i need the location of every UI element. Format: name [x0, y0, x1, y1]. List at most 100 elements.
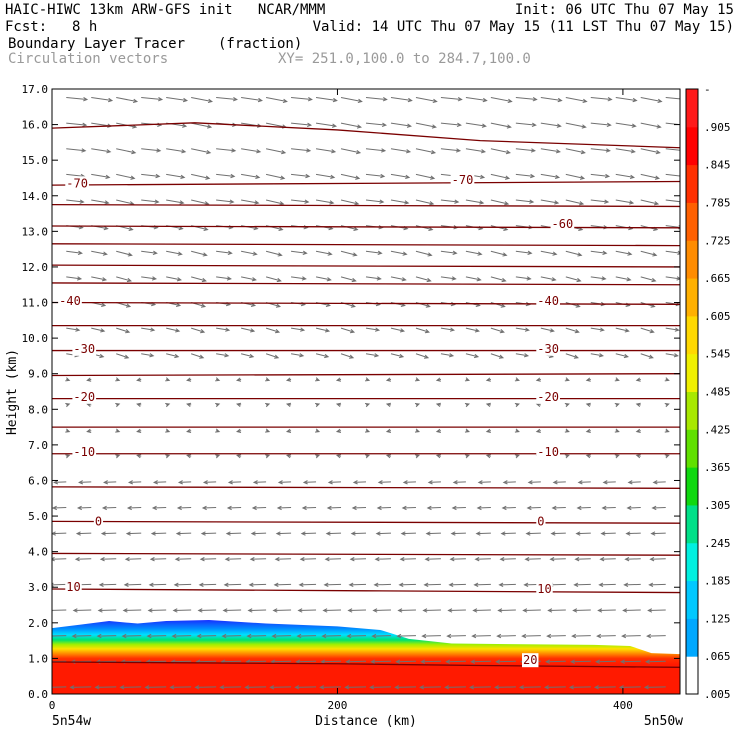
circulation-vector — [127, 480, 142, 485]
circulation-vector — [564, 403, 570, 408]
circulation-vector — [577, 480, 591, 485]
circulation-vector — [465, 148, 487, 154]
circulation-vector — [545, 659, 566, 664]
temperature-contour — [52, 552, 680, 556]
circulation-vector — [402, 480, 416, 485]
contour-label: -70 — [452, 173, 474, 187]
circulation-vector — [446, 633, 466, 639]
circulation-vector — [490, 327, 505, 334]
circulation-vector — [465, 327, 480, 333]
circulation-vector — [414, 403, 421, 408]
colorbar-swatch — [686, 391, 698, 430]
circulation-vector — [299, 556, 317, 562]
circulation-vector — [665, 353, 679, 358]
circulation-vector — [420, 659, 441, 664]
circulation-vector — [325, 531, 342, 536]
circulation-vector — [472, 608, 491, 613]
circulation-vector — [98, 582, 117, 587]
circulation-vector — [166, 199, 185, 205]
circulation-vector — [415, 97, 438, 104]
circulation-vector — [571, 633, 591, 639]
circulation-vector — [322, 608, 342, 613]
circulation-vector — [221, 633, 242, 639]
circulation-vector — [198, 582, 217, 587]
circulation-vector — [116, 250, 133, 257]
circulation-vector — [540, 122, 562, 128]
circulation-vector — [53, 480, 67, 485]
contour-label: -30 — [537, 342, 559, 356]
contour-label-background — [93, 514, 104, 529]
circulation-vector — [285, 377, 292, 382]
circulation-vector — [440, 327, 456, 332]
circulation-vector — [66, 250, 83, 256]
circulation-vector — [66, 97, 89, 102]
circulation-vector — [191, 173, 211, 180]
circulation-vector — [490, 122, 512, 129]
temperature-contour — [52, 264, 680, 268]
circulation-vector — [235, 402, 242, 407]
circulation-vector — [285, 428, 292, 433]
circulation-vector — [116, 148, 137, 155]
circulation-vector — [665, 276, 680, 281]
circulation-vector — [302, 480, 317, 485]
circulation-vector — [465, 199, 485, 205]
circulation-vector — [340, 199, 360, 206]
circulation-vector — [315, 199, 335, 205]
circulation-vector — [564, 377, 570, 382]
circulation-vector — [191, 122, 213, 129]
colorbar-label: .425 — [704, 423, 731, 436]
contour-label-background — [550, 217, 575, 232]
circulation-vector — [116, 353, 130, 359]
circulation-vector — [265, 250, 283, 257]
circulation-vector — [186, 402, 192, 407]
circulation-vector — [435, 453, 442, 459]
circulation-vector — [565, 148, 586, 155]
colorbar-label: .005 — [704, 688, 731, 701]
circulation-vector — [186, 428, 192, 433]
circulation-vector — [622, 608, 641, 613]
circulation-vector — [136, 377, 142, 382]
circulation-vector — [565, 353, 579, 359]
circulation-vector — [166, 353, 180, 359]
circulation-vector — [300, 531, 317, 536]
colorbar-swatch — [686, 504, 698, 544]
circulation-vector — [172, 608, 192, 613]
colorbar-frame — [685, 88, 699, 695]
circulation-vector — [614, 377, 620, 382]
circulation-vector — [246, 633, 267, 639]
circulation-vector — [166, 148, 187, 154]
circulation-vector — [514, 403, 520, 408]
circulation-vector — [450, 531, 466, 536]
contour-label: -10 — [537, 445, 559, 459]
circulation-vector — [498, 582, 516, 587]
circulation-vector — [422, 608, 441, 613]
circulation-vector — [414, 428, 421, 433]
contour-label: -30 — [73, 342, 95, 356]
circulation-vector — [400, 531, 416, 536]
circulation-vector — [540, 97, 563, 103]
circulation-vector — [191, 199, 210, 206]
circulation-vector — [265, 276, 282, 283]
circulation-vector — [291, 199, 310, 204]
colorbar-swatch — [686, 89, 698, 128]
contour-label-background — [72, 341, 97, 356]
circulation-vector — [640, 276, 657, 283]
y-tick-label: 1.0 — [28, 652, 48, 665]
colorbar-swatch — [686, 240, 698, 279]
circulation-vector — [477, 480, 491, 485]
circulation-vector — [490, 353, 505, 359]
circulation-vector — [169, 685, 192, 690]
circulation-vector — [141, 276, 158, 281]
circulation-vector — [91, 199, 110, 205]
temperature-contour — [52, 373, 680, 377]
circulation-vector — [248, 582, 267, 587]
circulation-vector — [648, 582, 666, 587]
circulation-vector — [465, 353, 480, 359]
circulation-vector — [91, 173, 111, 180]
circulation-vector — [615, 276, 632, 282]
circulation-vector — [71, 633, 92, 639]
circulation-vector — [565, 199, 585, 206]
circulation-vector — [191, 148, 212, 155]
circulation-vector — [290, 327, 306, 332]
circulation-vector — [285, 453, 292, 459]
